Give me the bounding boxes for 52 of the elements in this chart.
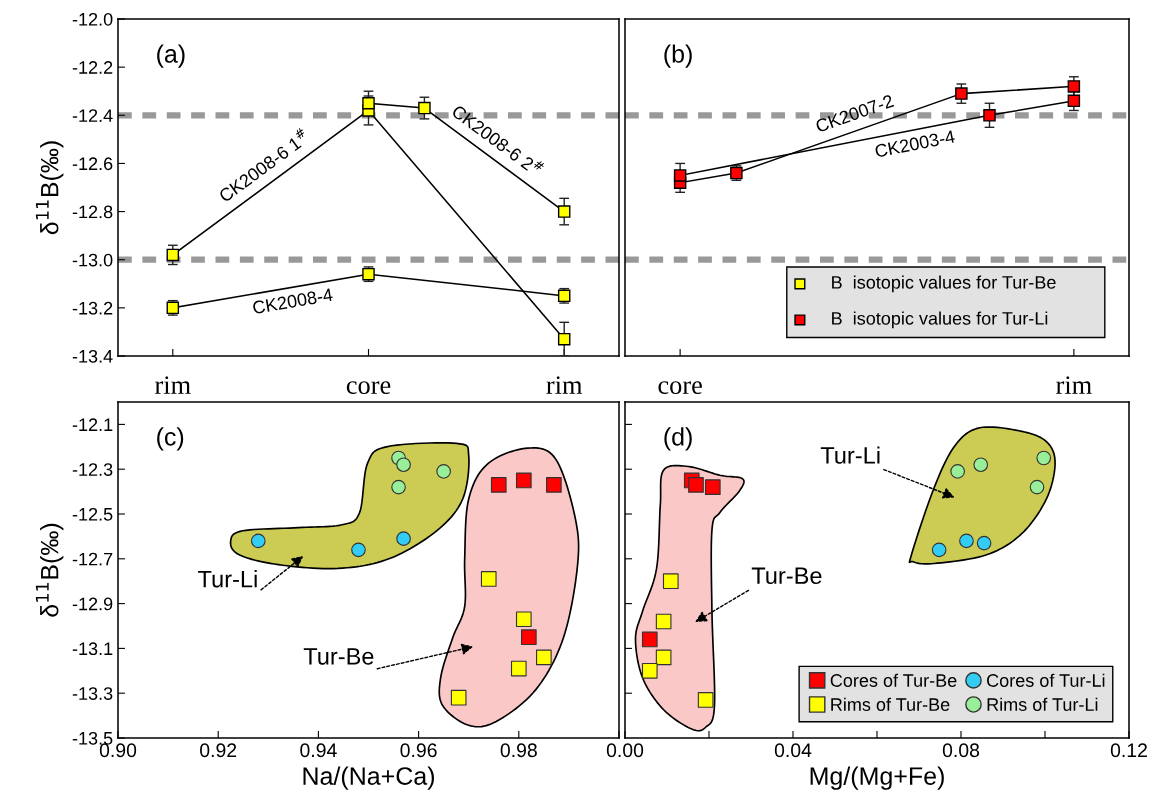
y-tick-label: -12.0 (72, 12, 113, 26)
x-tick-label: 0.96 (400, 743, 437, 758)
y-axis-title: δ$^{11}$B(‰) (35, 523, 64, 617)
annotation: Tur-Be (751, 567, 822, 585)
x-tick-label: rim (546, 376, 583, 394)
y-tick-label: -13.4 (72, 349, 113, 363)
annotation: (b) (664, 44, 692, 68)
annotation: Tur-Li (198, 570, 257, 588)
legend-label: Rims of Tur-Be (831, 697, 950, 711)
y-tick-label: -12.3 (72, 463, 113, 476)
y-tick-label: -13.5 (72, 731, 113, 745)
x-tick-label: 0.98 (500, 743, 537, 758)
y-tick-label: -13.3 (72, 687, 113, 700)
annotation: B isotopic values for Tur-Be (832, 275, 1056, 293)
text: CK2008-6 1$^{#}$ (216, 127, 311, 203)
y-tick-label: -13.2 (72, 301, 113, 315)
annotation: (d) (664, 427, 692, 451)
x-tick-label: 0.94 (300, 743, 337, 758)
annotation: (c) (157, 427, 184, 451)
x-tick-label: 0.04 (774, 743, 812, 758)
annotation: B isotopic values for Tur-Li (832, 311, 1048, 329)
y-tick-label: -12.5 (72, 507, 113, 521)
y-tick-label: -12.1 (72, 418, 113, 431)
text: CK2008-4 (252, 288, 334, 315)
y-tick-label: -12.9 (72, 597, 113, 611)
annotation: Tur-Li (820, 446, 880, 464)
x-tick-label: 0.00 (606, 743, 644, 758)
text: CK2003-4 (874, 129, 956, 158)
x-axis-title: Na/(Na+Ca) (303, 766, 434, 790)
annotation: Tur-Be (303, 648, 374, 665)
y-tick-label: -12.8 (72, 205, 113, 219)
y-tick-label: -12.6 (72, 157, 113, 171)
x-tick-label: 0.92 (200, 743, 237, 758)
y-tick-label: -13.0 (72, 253, 113, 267)
x-tick-label: rim (1056, 376, 1092, 394)
x-tick-label: core (658, 381, 702, 395)
y-tick-label: -12.4 (72, 109, 113, 122)
x-tick-label: 0.08 (942, 743, 980, 758)
y-tick-label: -12.2 (72, 61, 113, 74)
y-tick-label: -12.7 (72, 552, 113, 566)
text: CK2008-6 2$^{#}$ (451, 101, 546, 178)
x-tick-label: core (346, 381, 391, 395)
x-tick-label: rim (155, 376, 191, 394)
y-axis-title: δ$^{11}$B(‰) (35, 141, 64, 235)
x-axis-title: Mg/(Mg+Fe) (810, 766, 944, 790)
y-tick-label: -13.1 (72, 642, 113, 656)
legend-label: Cores of Tur-Be (830, 673, 957, 687)
x-tick-label: 0.12 (1110, 743, 1147, 758)
legend-label: Cores of Tur-Li (987, 673, 1105, 687)
x-tick-label: 0.90 (99, 743, 137, 758)
annotation: (a) (157, 44, 185, 68)
legend-label: Rims of Tur-Li (987, 697, 1098, 711)
